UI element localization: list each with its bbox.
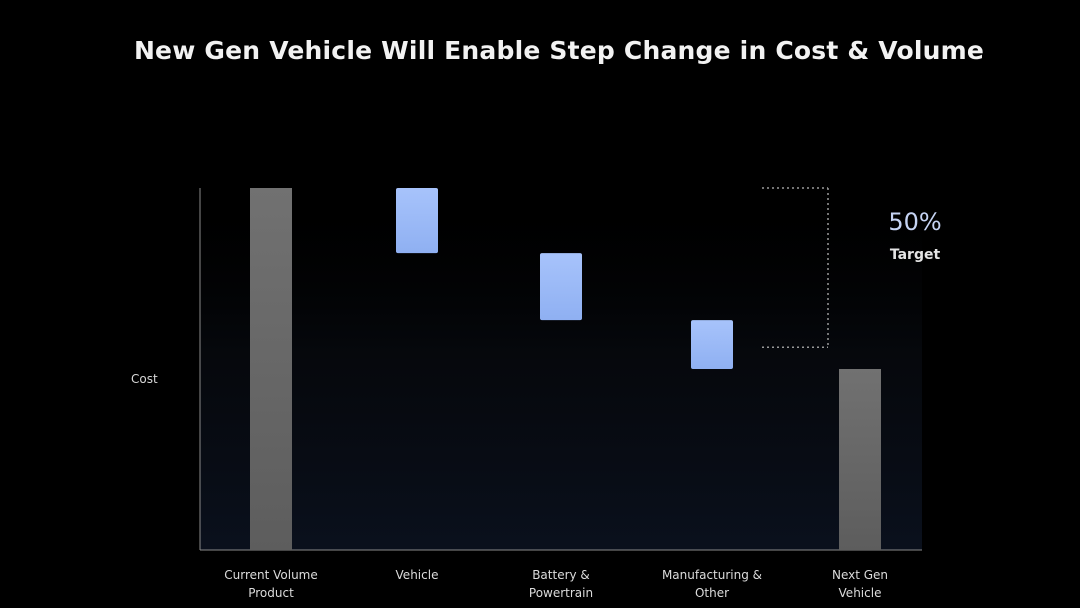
bar-decrease-3 — [540, 253, 582, 321]
target-bracket — [762, 187, 829, 349]
slide-title: New Gen Vehicle Will Enable Step Change … — [133, 36, 985, 65]
x-tick-label: Vehicle — [395, 568, 439, 582]
bar-decrease-2 — [396, 188, 438, 254]
bar-total-5 — [839, 369, 881, 550]
target-value: 50% — [888, 208, 942, 236]
target-label: Target — [889, 247, 941, 263]
x-tick-label: Current Volume Product — [224, 568, 318, 600]
plot-area-background — [200, 188, 922, 550]
y-axis-label: Cost — [131, 372, 158, 386]
x-tick-label: Manufacturing & Other — [661, 568, 763, 600]
x-tick-label: Battery & Powertrain — [528, 568, 594, 600]
x-tick-label: Next Gen Vehicle — [831, 568, 889, 600]
bar-total-1 — [250, 188, 292, 550]
bar-decrease-4 — [691, 320, 733, 369]
bars-layer — [250, 188, 881, 550]
